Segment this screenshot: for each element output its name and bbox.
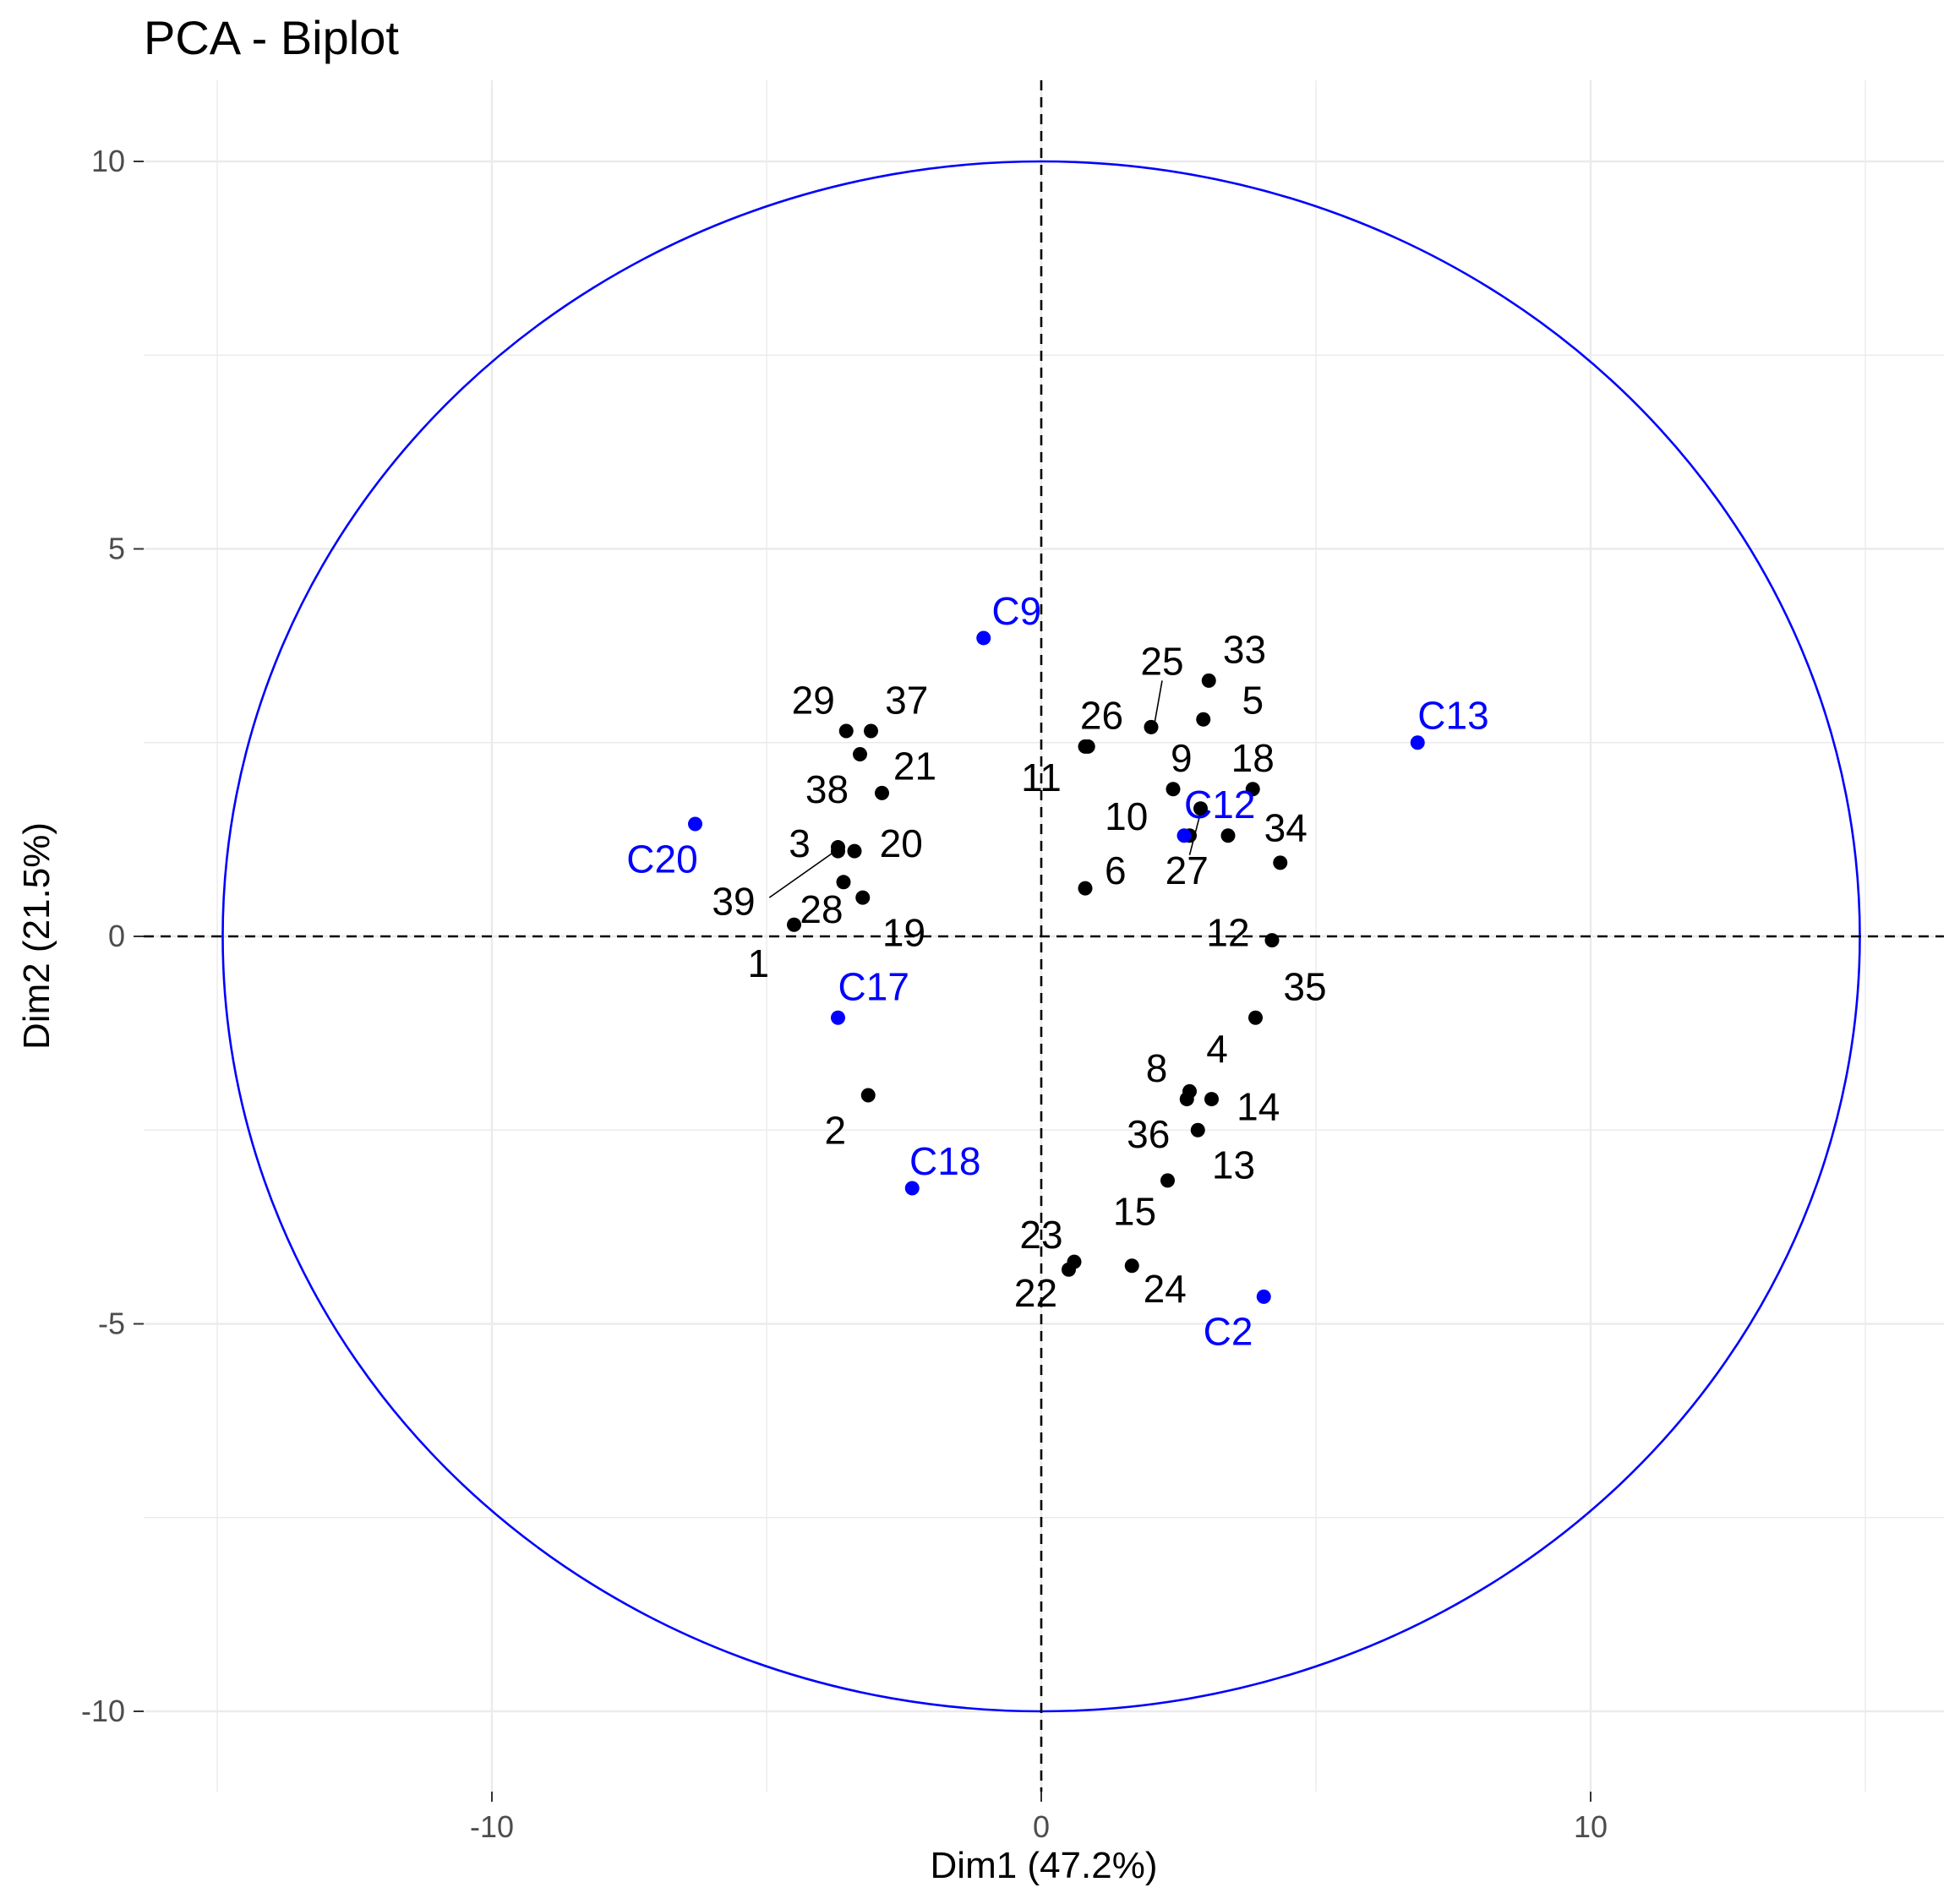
individual-point-29 xyxy=(838,723,854,739)
individual-label-22: 22 xyxy=(1014,1271,1057,1315)
individual-label-14: 14 xyxy=(1237,1085,1280,1129)
individual-point-33 xyxy=(1201,673,1216,688)
individual-label-27: 27 xyxy=(1166,848,1209,892)
individual-label-12: 12 xyxy=(1206,910,1249,954)
label-connector-25 xyxy=(1153,680,1163,728)
variable-label-C13: C13 xyxy=(1417,694,1488,738)
individual-label-9: 9 xyxy=(1171,736,1193,780)
y-tick-label: -10 xyxy=(81,1694,125,1728)
individual-point-19 xyxy=(855,890,871,905)
individual-label-1: 1 xyxy=(747,941,769,985)
individual-label-15: 15 xyxy=(1113,1190,1156,1234)
x-tick-label: 0 xyxy=(1033,1809,1050,1844)
y-tick-label: -5 xyxy=(98,1307,125,1341)
individual-point-25 xyxy=(1144,719,1159,734)
individual-point-15 xyxy=(1160,1173,1175,1188)
axis-ticks: -10 0 10 -10 -5 0 5 10 xyxy=(81,144,1608,1844)
individual-label-5: 5 xyxy=(1242,678,1264,722)
variable-label-C9: C9 xyxy=(991,589,1041,633)
label-connector-39 xyxy=(768,850,836,898)
x-tick-label: -10 xyxy=(470,1809,514,1844)
individual-label-13: 13 xyxy=(1212,1143,1255,1187)
individual-label-2: 2 xyxy=(824,1108,846,1152)
individual-point-18 xyxy=(1245,782,1260,797)
grid-lines xyxy=(144,80,1944,1792)
individual-label-35: 35 xyxy=(1283,965,1326,1009)
individual-point-13 xyxy=(1190,1122,1205,1137)
variable-label-C2: C2 xyxy=(1204,1310,1253,1354)
individual-point-35 xyxy=(1248,1010,1263,1025)
individual-point-21 xyxy=(875,785,889,800)
individual-label-4: 4 xyxy=(1206,1027,1228,1071)
variable-label-C18: C18 xyxy=(909,1139,980,1183)
individual-label-10: 10 xyxy=(1105,794,1148,838)
individual-point-9 xyxy=(1166,782,1181,797)
individual-point-1 xyxy=(787,917,801,932)
individual-point-20 xyxy=(847,843,862,859)
x-tick-label: 10 xyxy=(1574,1809,1608,1844)
individual-label-38: 38 xyxy=(805,767,849,811)
individual-label-6: 6 xyxy=(1105,848,1127,892)
individual-label-8: 8 xyxy=(1146,1046,1168,1090)
individual-point-26 xyxy=(1080,739,1095,754)
individual-point-12 xyxy=(1264,933,1280,948)
y-tick-label: 0 xyxy=(108,919,125,953)
variable-point-C18 xyxy=(904,1181,920,1196)
individual-point-39 xyxy=(831,840,845,855)
variable-label-C12: C12 xyxy=(1184,783,1255,827)
variable-label-C17: C17 xyxy=(838,965,909,1009)
individual-label-24: 24 xyxy=(1144,1267,1187,1311)
individual-label-36: 36 xyxy=(1127,1112,1170,1156)
variable-point-C13 xyxy=(1410,735,1425,750)
individual-point-4 xyxy=(1220,828,1236,843)
individual-point-28 xyxy=(836,875,851,890)
data-points xyxy=(688,630,1425,1304)
individual-point-6 xyxy=(1078,881,1093,896)
variable-point-C20 xyxy=(688,816,702,832)
individual-label-39: 39 xyxy=(712,880,755,924)
individual-label-23: 23 xyxy=(1019,1213,1062,1257)
individual-label-19: 19 xyxy=(882,910,925,954)
individual-point-36 xyxy=(1179,1092,1194,1107)
individual-label-33: 33 xyxy=(1223,628,1266,672)
x-axis-title: Dim1 (47.2%) xyxy=(931,1845,1158,1886)
y-tick-label: 5 xyxy=(108,532,125,566)
individual-point-38 xyxy=(853,747,867,762)
variable-point-C9 xyxy=(976,630,991,646)
individual-label-3: 3 xyxy=(789,821,811,865)
data-labels: 1235689101112131415181920212223242526272… xyxy=(626,589,1488,1354)
individual-label-34: 34 xyxy=(1264,806,1308,850)
individual-point-37 xyxy=(864,723,878,739)
individual-label-26: 26 xyxy=(1080,694,1123,738)
individual-point-5 xyxy=(1196,712,1211,727)
variable-point-C12 xyxy=(1176,828,1192,843)
individual-label-21: 21 xyxy=(893,744,936,788)
individual-label-18: 18 xyxy=(1231,736,1275,780)
individual-point-23 xyxy=(1067,1254,1082,1269)
individual-point-34 xyxy=(1273,855,1288,870)
individual-point-24 xyxy=(1124,1258,1139,1274)
individual-point-14 xyxy=(1204,1092,1219,1107)
chart-title: PCA - Biplot xyxy=(144,11,399,64)
y-tick-label: 10 xyxy=(91,144,125,178)
individual-label-11: 11 xyxy=(1021,756,1062,799)
individual-label-29: 29 xyxy=(792,678,835,722)
individual-label-37: 37 xyxy=(885,678,928,722)
variable-point-C2 xyxy=(1256,1289,1271,1304)
individual-point-2 xyxy=(860,1088,876,1103)
individual-label-28: 28 xyxy=(800,887,843,931)
variable-point-C17 xyxy=(831,1010,845,1025)
y-axis-title: Dim2 (21.5%) xyxy=(16,822,57,1050)
individual-label-25: 25 xyxy=(1140,639,1183,683)
variable-label-C20: C20 xyxy=(626,837,697,881)
reference-axes xyxy=(144,80,1944,1792)
individual-label-20: 20 xyxy=(880,821,923,865)
individual-point-10 xyxy=(1193,801,1208,816)
